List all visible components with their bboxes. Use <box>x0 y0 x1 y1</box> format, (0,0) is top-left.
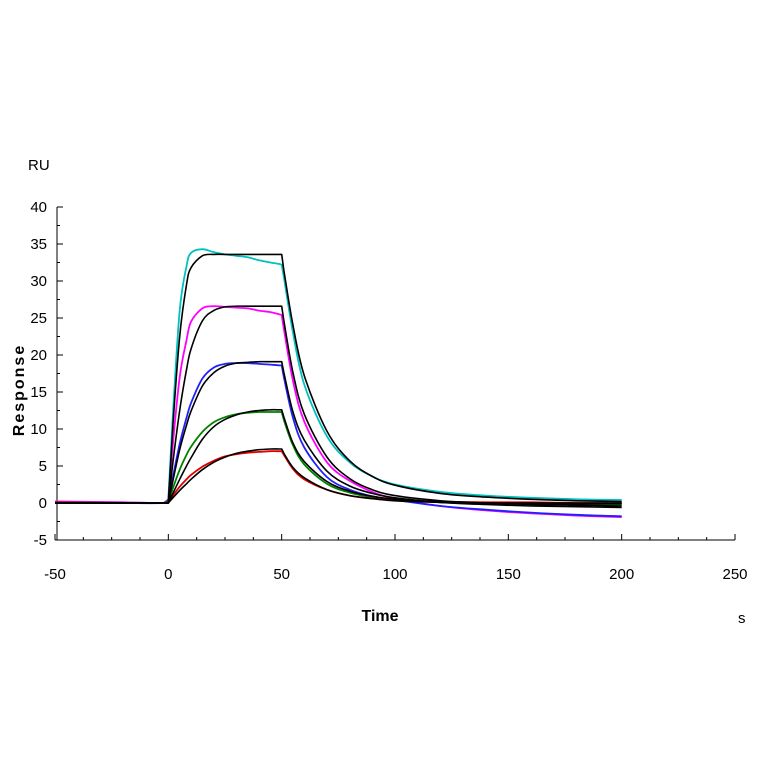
y-tick-label: 40 <box>30 199 47 216</box>
fit-curve-5 <box>55 253 622 504</box>
x-tick-label: 100 <box>382 566 407 583</box>
response-curve-3 <box>54 411 622 506</box>
y-axis: -5 0 5 10 15 20 25 30 35 40 <box>30 199 63 549</box>
response-curve-2 <box>54 362 622 518</box>
x-tick-label: 150 <box>496 566 521 583</box>
x-tick-label: -50 <box>44 566 66 583</box>
response-curve-0 <box>54 248 622 505</box>
x-tick-label: 200 <box>609 566 634 583</box>
y-tick-label: -5 <box>34 532 47 549</box>
fit-curve-6 <box>55 305 622 507</box>
y-unit-label: RU <box>28 157 50 174</box>
y-tick-label: 30 <box>30 273 47 290</box>
y-tick-label: 15 <box>30 384 47 401</box>
response-curve-4 <box>54 450 622 504</box>
y-tick-label: 25 <box>30 310 47 327</box>
y-tick-label: 0 <box>39 495 47 512</box>
y-tick-label: 35 <box>30 236 47 253</box>
y-tick-label: 10 <box>30 421 47 438</box>
x-axis: -50 0 50 100 150 200 250 <box>44 534 748 583</box>
fit-curve-9 <box>55 448 622 504</box>
x-unit-label: s <box>738 610 746 627</box>
x-tick-label: 50 <box>273 566 290 583</box>
y-axis-title: Response <box>11 344 28 436</box>
x-tick-label: 250 <box>722 566 747 583</box>
x-tick-label: 0 <box>164 566 172 583</box>
series-layer <box>54 248 622 518</box>
y-tick-label: 5 <box>39 458 47 475</box>
x-axis-title: Time <box>361 608 398 625</box>
y-tick-label: 20 <box>30 347 47 364</box>
